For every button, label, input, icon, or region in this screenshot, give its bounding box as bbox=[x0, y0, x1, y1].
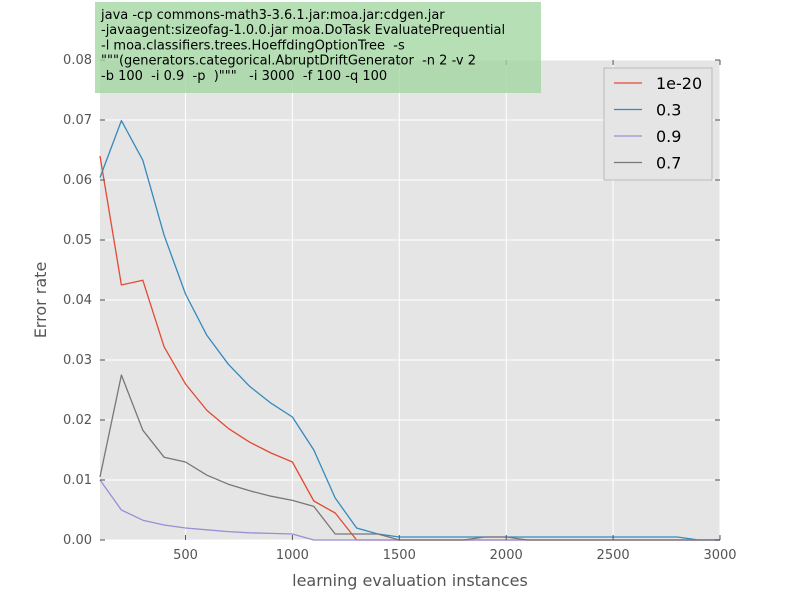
y-tick-label: 0.08 bbox=[63, 53, 92, 68]
legend-label-1e-20: 1e-20 bbox=[656, 74, 702, 93]
annotation-line: """(generators.categorical.AbruptDriftGe… bbox=[101, 54, 476, 69]
x-tick-label: 2000 bbox=[490, 548, 523, 563]
y-tick-label: 0.02 bbox=[63, 413, 92, 428]
y-axis-title: Error rate bbox=[31, 262, 50, 339]
annotation-line: -l moa.classifiers.trees.HoeffdingOption… bbox=[101, 38, 405, 53]
legend-label-0.3: 0.3 bbox=[656, 101, 681, 120]
command-annotation: java -cp commons-math3-3.6.1.jar:moa.jar… bbox=[95, 2, 541, 93]
series-layer bbox=[99, 119, 720, 541]
x-tick-label: 1000 bbox=[276, 548, 309, 563]
legend-label-0.7: 0.7 bbox=[656, 154, 681, 173]
y-tick-label: 0.00 bbox=[63, 533, 92, 548]
annotation-line: java -cp commons-math3-3.6.1.jar:moa.jar… bbox=[100, 8, 445, 23]
x-tick-label: 500 bbox=[173, 548, 198, 563]
y-tick-label: 0.07 bbox=[63, 113, 92, 128]
x-axis-title: learning evaluation instances bbox=[292, 571, 528, 590]
legend: 1e-20 0.3 0.9 0.7 bbox=[603, 67, 713, 181]
y-tick-label: 0.06 bbox=[63, 173, 92, 188]
legend-label-0.9: 0.9 bbox=[656, 127, 681, 146]
y-tick-label: 0.05 bbox=[63, 233, 92, 248]
legend-box bbox=[603, 67, 713, 181]
annotation-line: -javaagent:sizeofag-1.0.0.jar moa.DoTask… bbox=[101, 23, 505, 38]
annotation-line: -b 100 -i 0.9 -p )""" -i 3000 -f 100 -q … bbox=[101, 69, 387, 84]
x-tick-label: 1500 bbox=[383, 548, 416, 563]
y-tick-label: 0.03 bbox=[63, 353, 92, 368]
tick-labels: 0.00 0.01 0.02 0.03 0.04 0.05 0.06 0.07 0.08 500 1… bbox=[63, 53, 737, 563]
y-tick-label: 0.04 bbox=[63, 293, 92, 308]
y-tick-label: 0.01 bbox=[63, 473, 92, 488]
annotation-box bbox=[95, 2, 541, 93]
x-tick-label: 2500 bbox=[597, 548, 630, 563]
series-line-0.3 bbox=[99, 119, 720, 541]
series-line-0.7 bbox=[99, 374, 720, 541]
x-tick-label: 3000 bbox=[703, 548, 736, 563]
